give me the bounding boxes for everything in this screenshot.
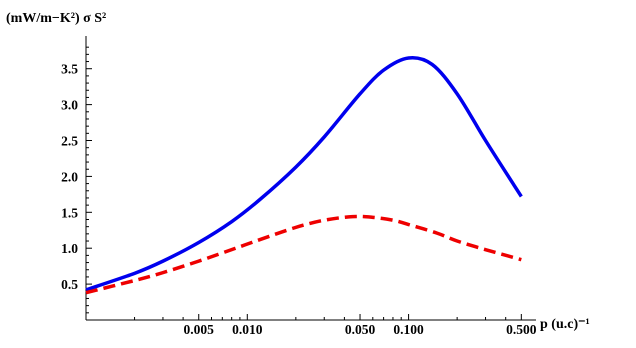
x-ticks: 0.005 0.010 0.050 0.100 0.500 xyxy=(134,314,537,337)
x-tick-label: 0.050 xyxy=(345,322,376,337)
y-tick-label: 0.5 xyxy=(61,277,78,292)
x-tick-label: 0.005 xyxy=(184,322,215,337)
x-axis-label: p (u.c)⁻¹ xyxy=(540,317,590,332)
y-ticks: 0.5 1.0 1.5 2.0 2.5 3.0 3.5 xyxy=(61,46,92,314)
y-tick-label: 1.5 xyxy=(61,205,78,220)
x-tick-label: 0.010 xyxy=(232,322,263,337)
y-tick-label: 3.5 xyxy=(61,62,78,77)
series-line-2 xyxy=(85,214,522,295)
y-tick-label: 1.0 xyxy=(61,241,78,256)
y-tick-label: 2.0 xyxy=(61,169,78,184)
y-tick-label: 2.5 xyxy=(61,134,78,149)
x-tick-label: 0.500 xyxy=(506,322,537,337)
series-layer xyxy=(85,55,523,295)
x-tick-label: 0.100 xyxy=(393,322,424,337)
y-tick-label: 3.0 xyxy=(61,98,78,113)
y-axis-label: (mW/m−K²) σ S² xyxy=(6,11,106,26)
series-line-1 xyxy=(85,55,523,292)
